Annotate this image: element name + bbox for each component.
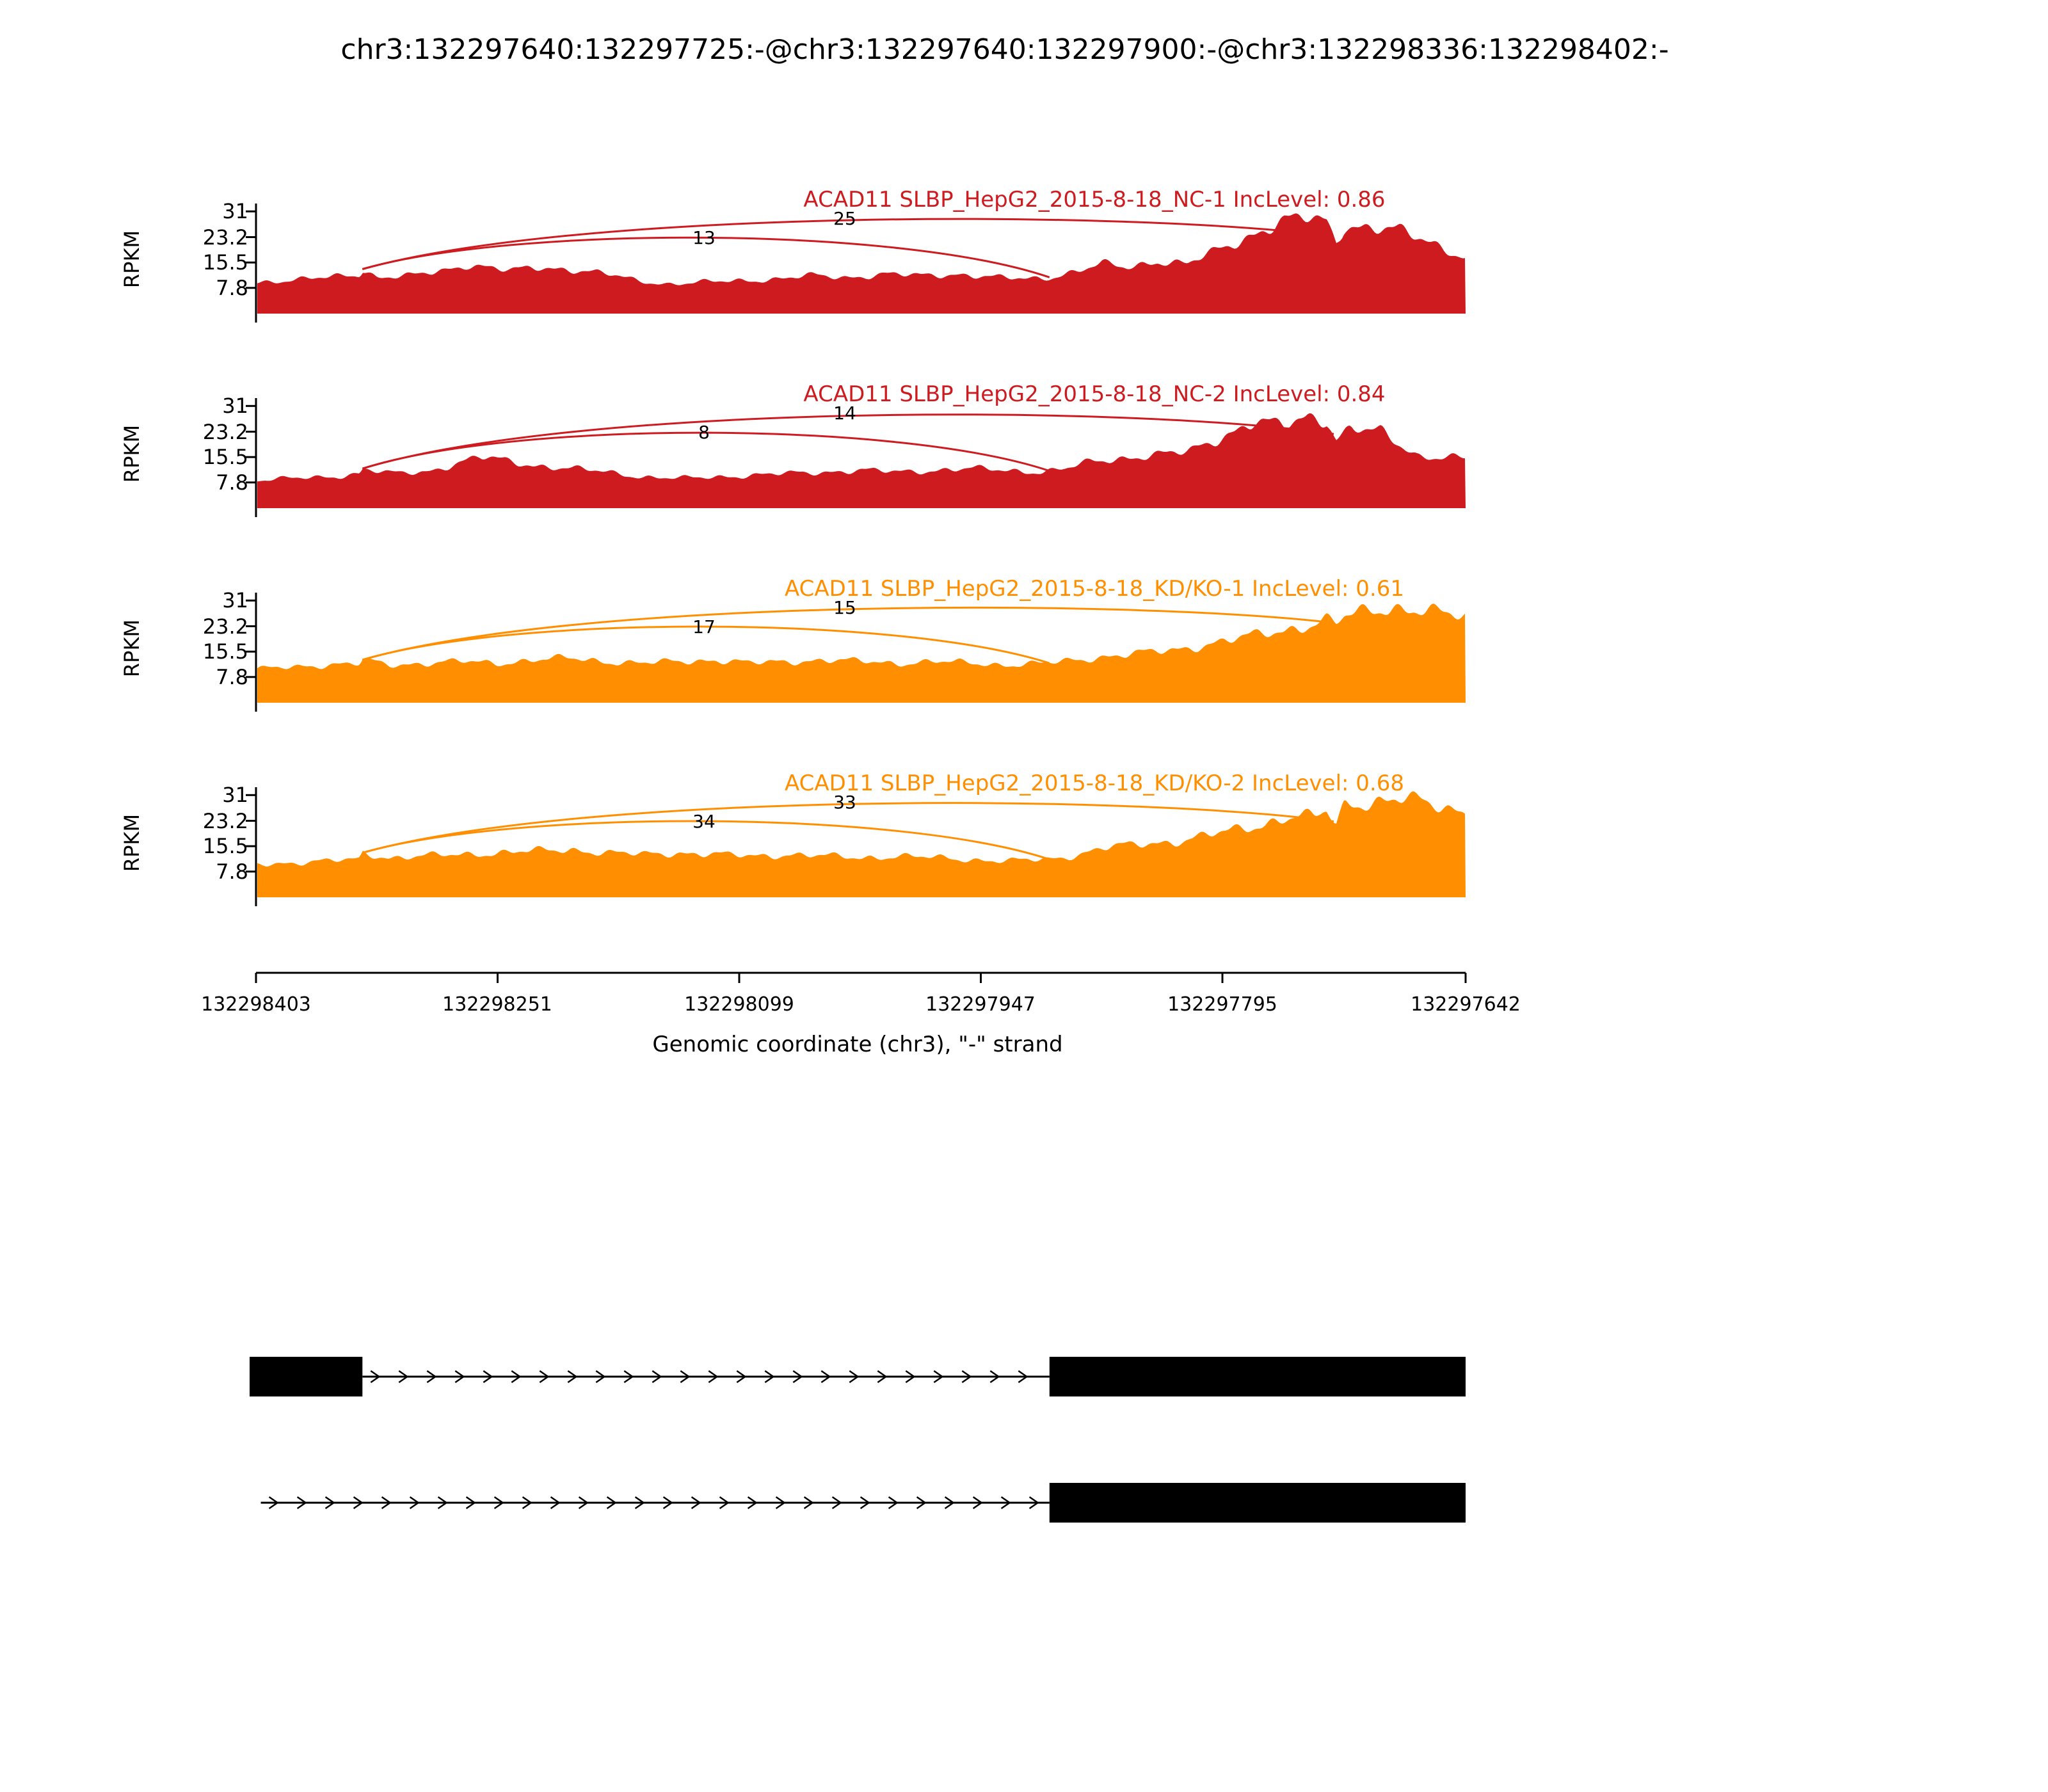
junction-count: 8	[698, 422, 710, 443]
figure-title: chr3:132297640:132297725:-@chr3:13229764…	[340, 33, 1669, 66]
rpkm-axis-label: RPKM	[120, 230, 144, 289]
y-tick-label: 31	[222, 394, 248, 418]
junction-count: 15	[833, 597, 856, 618]
x-tick-label: 132297947	[925, 993, 1036, 1016]
x-tick-label: 132297795	[1167, 993, 1277, 1016]
junction-count: 34	[692, 811, 716, 832]
junction-count: 25	[833, 208, 856, 229]
y-tick-label: 15.5	[202, 445, 248, 469]
y-tick-label: 31	[222, 783, 248, 807]
junction-count: 13	[692, 227, 716, 248]
track-title: ACAD11 SLBP_HepG2_2015-8-18_KD/KO-1 IncL…	[784, 576, 1405, 602]
rpkm-axis-label: RPKM	[120, 424, 144, 483]
y-tick-label: 23.2	[202, 809, 248, 833]
y-tick-label: 23.2	[202, 225, 248, 250]
y-tick-label: 23.2	[202, 420, 248, 444]
y-tick-label: 23.2	[202, 614, 248, 639]
junction-count: 33	[833, 792, 856, 813]
y-tick-label: 7.8	[216, 665, 248, 689]
rpkm-axis-label: RPKM	[120, 619, 144, 678]
x-tick-label: 132298099	[684, 993, 794, 1016]
x-tick-label: 132298251	[442, 993, 552, 1016]
junction-count: 14	[833, 403, 856, 424]
track-title: ACAD11 SLBP_HepG2_2015-8-18_KD/KO-2 IncL…	[784, 771, 1405, 796]
y-tick-label: 15.5	[202, 834, 248, 858]
y-tick-label: 7.8	[216, 470, 248, 495]
y-tick-label: 15.5	[202, 250, 248, 275]
y-tick-label: 15.5	[202, 639, 248, 664]
track-title: ACAD11 SLBP_HepG2_2015-8-18_NC-2 IncLeve…	[803, 381, 1386, 407]
track-title: ACAD11 SLBP_HepG2_2015-8-18_NC-1 IncLeve…	[803, 187, 1386, 212]
x-tick-label: 132297642	[1411, 993, 1521, 1016]
rpkm-axis-label: RPKM	[120, 813, 144, 872]
y-tick-label: 7.8	[216, 276, 248, 300]
y-tick-label: 31	[222, 588, 248, 612]
junction-count: 17	[692, 616, 716, 637]
y-tick-label: 7.8	[216, 860, 248, 884]
y-tick-label: 31	[222, 199, 248, 223]
x-tick-label: 132298403	[201, 993, 311, 1016]
x-axis-title: Genomic coordinate (chr3), "-" strand	[652, 1032, 1063, 1057]
